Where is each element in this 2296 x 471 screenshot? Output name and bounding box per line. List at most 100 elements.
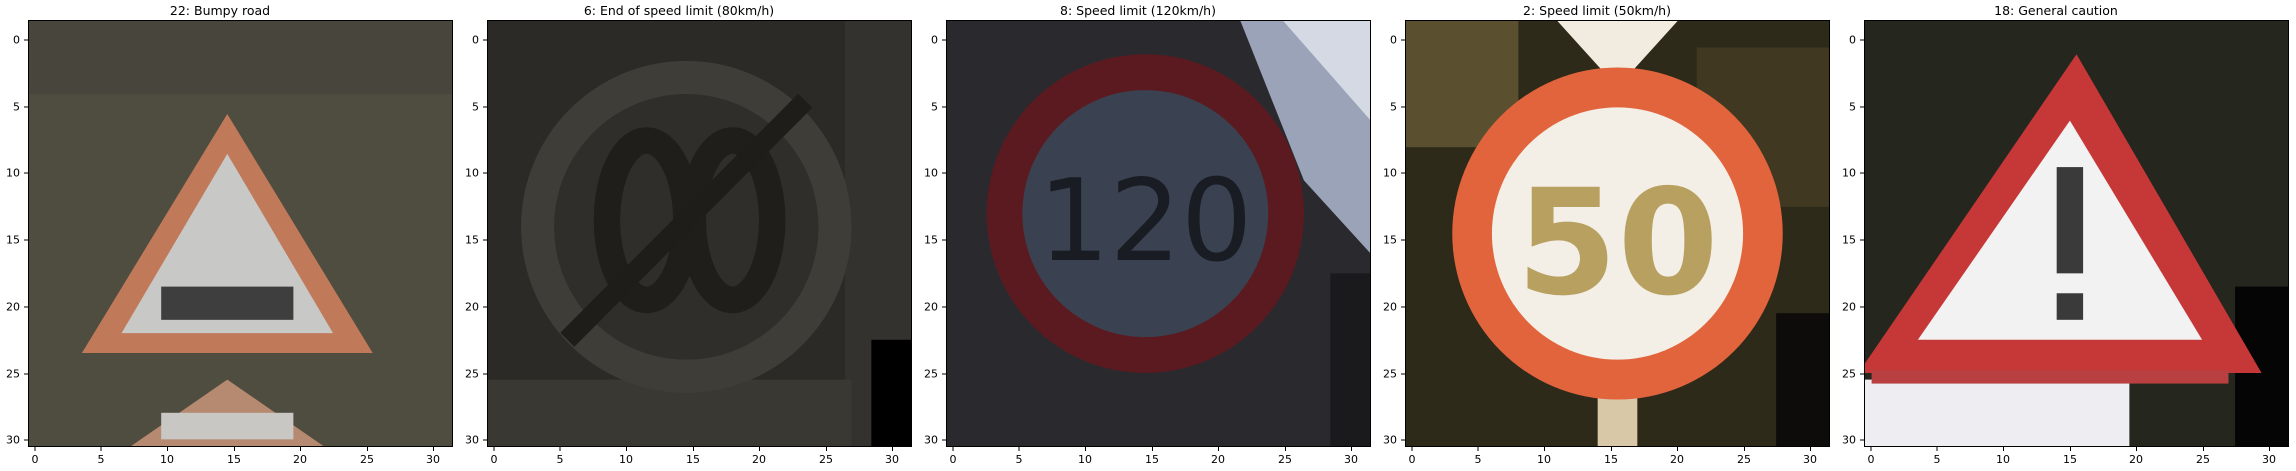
y-tick: 20 <box>924 301 946 314</box>
y-tick: 10 <box>1842 167 1864 180</box>
y-axis: 0 5 10 15 20 25 30 <box>1377 20 1405 447</box>
x-tick: 5 <box>557 447 564 466</box>
panel-end-speed-limit-80: 6: End of speed limit (80km/h) 0 5 10 15… <box>459 0 912 471</box>
x-tick: 5 <box>1016 447 1023 466</box>
x-tick: 0 <box>491 447 498 466</box>
y-tick: 30 <box>924 434 946 447</box>
panel-title: 2: Speed limit (50km/h) <box>1523 3 1671 18</box>
x-tick: 30 <box>426 447 440 466</box>
sign-image-speed-limit-120: 120 <box>947 21 1370 446</box>
y-tick: 10 <box>924 167 946 180</box>
y-tick: 20 <box>6 301 28 314</box>
y-tick: 15 <box>924 234 946 247</box>
x-tick: 20 <box>1670 447 1684 466</box>
y-tick: 25 <box>1383 368 1405 381</box>
y-tick: 10 <box>6 167 28 180</box>
x-tick: 25 <box>360 447 374 466</box>
y-tick: 10 <box>465 167 487 180</box>
sign-image-end-speed-limit-80 <box>488 21 911 446</box>
sign-numeral: 120 <box>1038 155 1252 287</box>
panel-general-caution: 18: General caution 0 5 10 15 20 25 30 0… <box>1836 0 2289 471</box>
y-tick: 20 <box>465 301 487 314</box>
y-tick: 25 <box>1842 368 1864 381</box>
y-tick: 15 <box>1383 234 1405 247</box>
y-tick: 30 <box>6 434 28 447</box>
y-tick: 5 <box>13 101 28 114</box>
x-tick: 5 <box>1934 447 1941 466</box>
y-tick: 15 <box>6 234 28 247</box>
x-axis: 0 5 10 15 20 25 30 <box>28 447 453 467</box>
y-tick: 5 <box>472 101 487 114</box>
y-tick: 25 <box>924 368 946 381</box>
y-tick: 0 <box>13 34 28 47</box>
x-tick: 25 <box>2196 447 2210 466</box>
y-axis: 0 5 10 15 20 25 30 <box>1836 20 1864 447</box>
x-tick: 10 <box>1996 447 2010 466</box>
sign-image-bumpy-road <box>29 21 452 446</box>
x-tick: 10 <box>1537 447 1551 466</box>
image-frame <box>1864 20 2289 447</box>
x-tick: 10 <box>619 447 633 466</box>
x-tick: 15 <box>2063 447 2077 466</box>
x-tick: 0 <box>1409 447 1416 466</box>
y-tick: 15 <box>1842 234 1864 247</box>
y-tick: 20 <box>1842 301 1864 314</box>
panel-bumpy-road: 22: Bumpy road 0 5 10 15 20 25 30 0 5 10… <box>0 0 453 471</box>
y-tick: 30 <box>465 434 487 447</box>
x-tick: 10 <box>160 447 174 466</box>
x-tick: 5 <box>1475 447 1482 466</box>
panel-title: 22: Bumpy road <box>169 3 271 18</box>
x-tick: 15 <box>686 447 700 466</box>
x-axis: 0 5 10 15 20 25 30 <box>946 447 1371 467</box>
y-tick: 30 <box>1842 434 1864 447</box>
x-tick: 20 <box>293 447 307 466</box>
y-tick: 0 <box>1849 34 1864 47</box>
x-axis: 0 5 10 15 20 25 30 <box>1405 447 1830 467</box>
y-tick: 30 <box>1383 434 1405 447</box>
panel-speed-limit-50: 2: Speed limit (50km/h) 50 0 5 10 15 20 … <box>1377 0 1830 471</box>
x-tick: 30 <box>885 447 899 466</box>
x-tick: 25 <box>1278 447 1292 466</box>
x-tick: 30 <box>1344 447 1358 466</box>
x-tick: 30 <box>1803 447 1817 466</box>
panel-title: 8: Speed limit (120km/h) <box>1060 3 1216 18</box>
image-frame <box>487 20 912 447</box>
panel-title: 18: General caution <box>1994 3 2118 18</box>
x-tick: 10 <box>1078 447 1092 466</box>
x-axis: 0 5 10 15 20 25 30 <box>487 447 912 467</box>
x-tick: 0 <box>950 447 957 466</box>
y-tick: 0 <box>472 34 487 47</box>
image-frame: 120 <box>946 20 1371 447</box>
sign-image-speed-limit-50: 50 <box>1406 21 1829 446</box>
image-frame: 50 <box>1405 20 1830 447</box>
y-tick: 25 <box>6 368 28 381</box>
x-tick: 30 <box>2262 447 2276 466</box>
x-tick: 15 <box>1604 447 1618 466</box>
y-tick: 5 <box>1390 101 1405 114</box>
sign-numeral: 50 <box>1516 159 1718 328</box>
x-tick: 25 <box>1737 447 1751 466</box>
y-axis: 0 5 10 15 20 25 30 <box>459 20 487 447</box>
y-tick: 5 <box>931 101 946 114</box>
sign-image-general-caution <box>1865 21 2288 446</box>
x-tick: 15 <box>1145 447 1159 466</box>
y-tick: 0 <box>931 34 946 47</box>
y-tick: 15 <box>465 234 487 247</box>
x-tick: 25 <box>819 447 833 466</box>
x-tick: 0 <box>32 447 39 466</box>
x-tick: 5 <box>98 447 105 466</box>
image-frame <box>28 20 453 447</box>
y-tick: 0 <box>1390 34 1405 47</box>
y-tick: 10 <box>1383 167 1405 180</box>
x-axis: 0 5 10 15 20 25 30 <box>1864 447 2289 467</box>
x-tick: 20 <box>2129 447 2143 466</box>
y-tick: 20 <box>1383 301 1405 314</box>
x-tick: 20 <box>1211 447 1225 466</box>
y-axis: 0 5 10 15 20 25 30 <box>918 20 946 447</box>
y-tick: 5 <box>1849 101 1864 114</box>
panel-speed-limit-120: 8: Speed limit (120km/h) 120 0 5 10 15 2… <box>918 0 1371 471</box>
x-tick: 0 <box>1868 447 1875 466</box>
y-axis: 0 5 10 15 20 25 30 <box>0 20 28 447</box>
panel-title: 6: End of speed limit (80km/h) <box>583 3 775 18</box>
y-tick: 25 <box>465 368 487 381</box>
